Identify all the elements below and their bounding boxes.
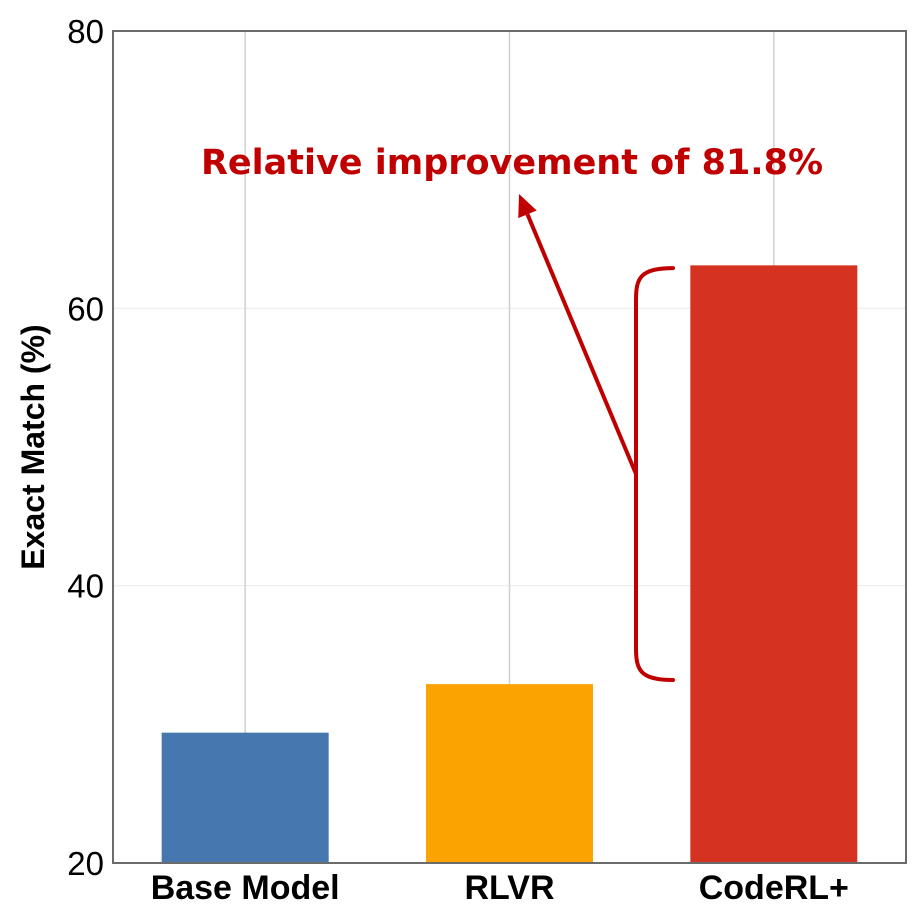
x-tick-labels: Base Model RLVR CodeRL+ xyxy=(151,869,849,907)
x-tick-label: RLVR xyxy=(464,869,554,907)
annotation-text: Relative improvement of 81.8% xyxy=(201,143,823,183)
bars-layer xyxy=(161,265,858,863)
improvement-annotation: Relative improvement of 81.8% xyxy=(201,143,823,682)
y-tick-labels: 20 40 60 80 xyxy=(67,13,104,882)
y-tick-label: 40 xyxy=(67,568,104,605)
bar-rlvr xyxy=(426,684,593,863)
annotation-arrow-head xyxy=(518,194,537,219)
y-tick-label: 60 xyxy=(67,290,104,327)
plot-frame xyxy=(112,30,907,864)
y-axis-title: Exact Match (%) xyxy=(15,324,51,569)
y-tick-label: 80 xyxy=(67,13,104,50)
x-tick-label: CodeRL+ xyxy=(699,869,849,907)
y-tick-label: 20 xyxy=(67,845,104,882)
bar-coderl xyxy=(690,265,858,863)
bar-base-model xyxy=(161,732,329,863)
annotation-arrow-line xyxy=(525,213,638,475)
x-tick-label: Base Model xyxy=(151,869,340,907)
